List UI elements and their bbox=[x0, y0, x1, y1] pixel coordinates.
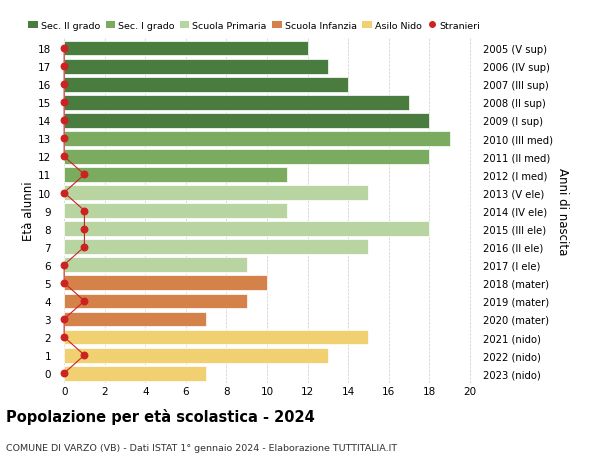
Bar bbox=[64, 168, 287, 183]
Bar bbox=[64, 41, 308, 56]
Point bbox=[59, 262, 69, 269]
Y-axis label: Età alunni: Età alunni bbox=[22, 181, 35, 241]
Point bbox=[59, 316, 69, 323]
Text: Popolazione per età scolastica - 2024: Popolazione per età scolastica - 2024 bbox=[6, 409, 315, 425]
Y-axis label: Anni di nascita: Anni di nascita bbox=[556, 168, 569, 255]
Point bbox=[59, 63, 69, 71]
Point bbox=[80, 171, 89, 179]
Bar bbox=[64, 330, 368, 345]
Bar bbox=[64, 276, 267, 291]
Point bbox=[59, 99, 69, 106]
Point bbox=[59, 81, 69, 89]
Point bbox=[59, 280, 69, 287]
Bar bbox=[64, 294, 247, 308]
Bar bbox=[64, 78, 348, 92]
Point bbox=[80, 297, 89, 305]
Bar bbox=[64, 95, 409, 110]
Point bbox=[59, 369, 69, 377]
Text: COMUNE DI VARZO (VB) - Dati ISTAT 1° gennaio 2024 - Elaborazione TUTTITALIA.IT: COMUNE DI VARZO (VB) - Dati ISTAT 1° gen… bbox=[6, 443, 397, 452]
Bar bbox=[64, 132, 449, 146]
Bar bbox=[64, 114, 429, 129]
Point bbox=[59, 45, 69, 53]
Bar bbox=[64, 348, 328, 363]
Point bbox=[59, 190, 69, 197]
Point bbox=[80, 352, 89, 359]
Bar bbox=[64, 258, 247, 273]
Point bbox=[59, 334, 69, 341]
Bar bbox=[64, 366, 206, 381]
Point bbox=[80, 225, 89, 233]
Bar bbox=[64, 186, 368, 201]
Point bbox=[59, 118, 69, 125]
Point bbox=[80, 244, 89, 251]
Bar bbox=[64, 150, 429, 164]
Bar bbox=[64, 60, 328, 74]
Legend: Sec. II grado, Sec. I grado, Scuola Primaria, Scuola Infanzia, Asilo Nido, Stran: Sec. II grado, Sec. I grado, Scuola Prim… bbox=[25, 18, 484, 34]
Bar bbox=[64, 312, 206, 327]
Bar bbox=[64, 222, 429, 236]
Bar bbox=[64, 204, 287, 218]
Point bbox=[59, 135, 69, 143]
Point bbox=[59, 153, 69, 161]
Bar bbox=[64, 240, 368, 255]
Point bbox=[80, 207, 89, 215]
